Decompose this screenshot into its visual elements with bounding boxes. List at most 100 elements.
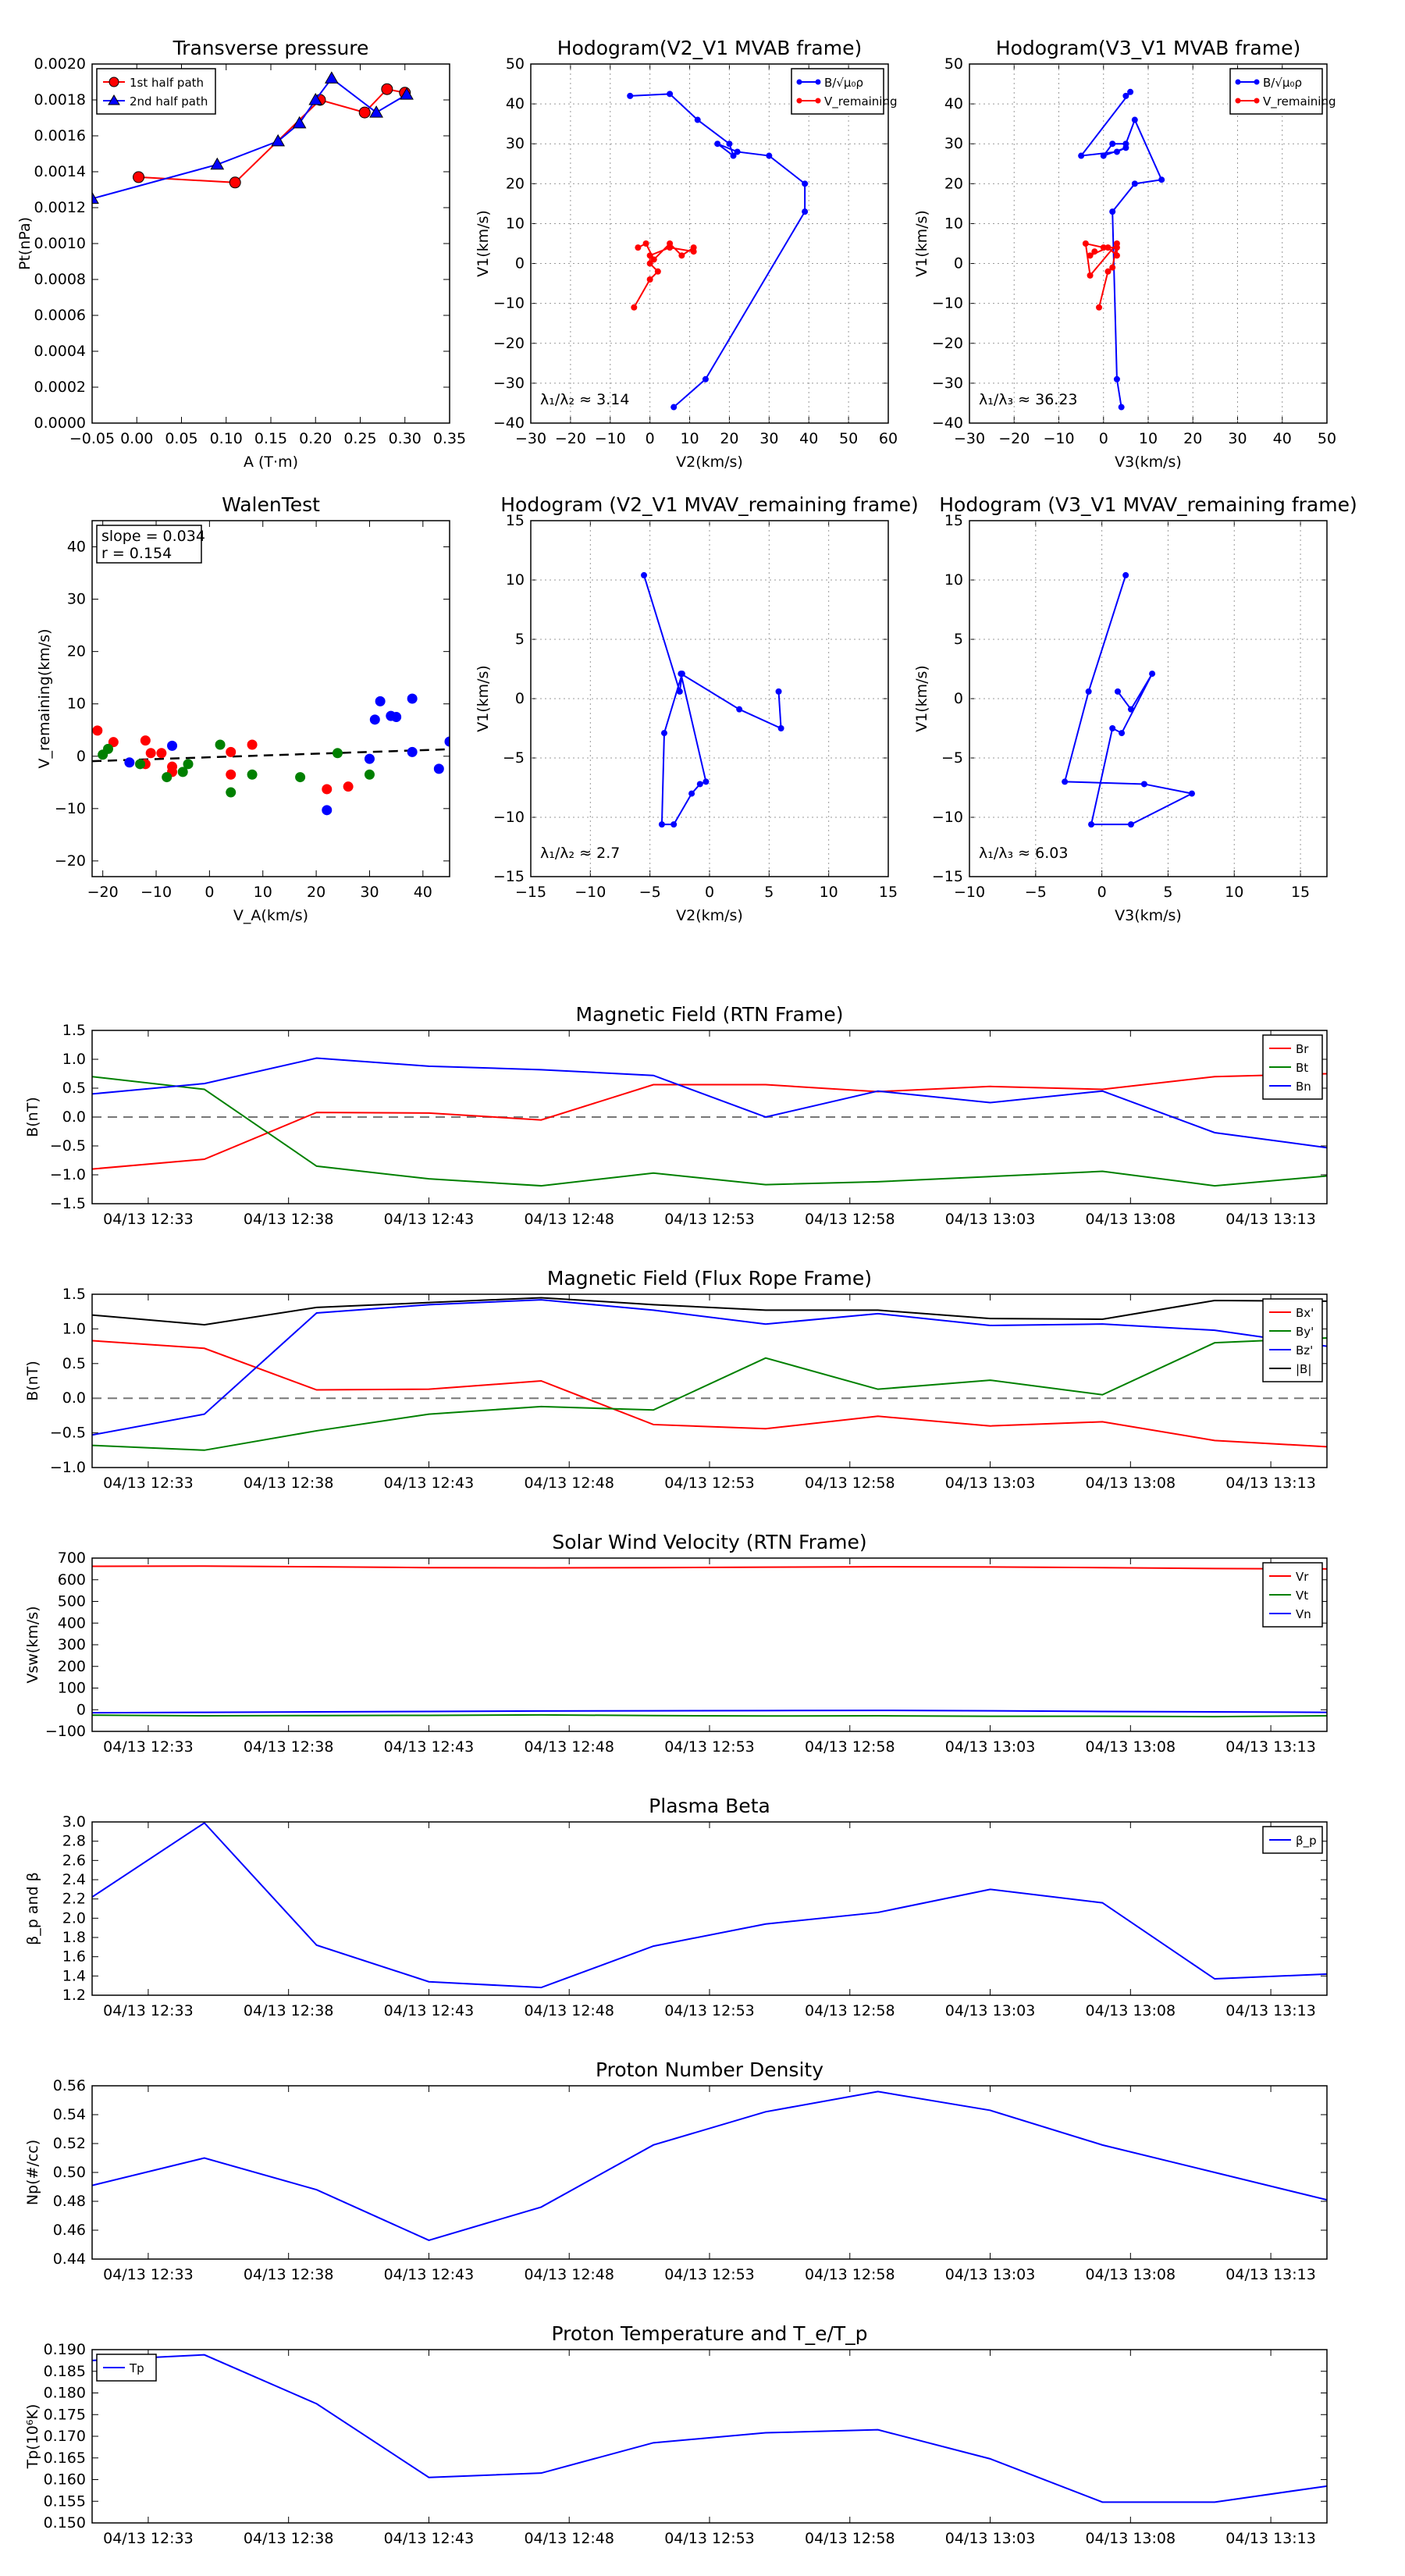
y-tick-label: −100 [45, 1723, 86, 1740]
chart-title: Magnetic Field (RTN Frame) [576, 1003, 844, 1026]
data-point [635, 244, 642, 251]
x-axis-label: V_A(km/s) [233, 907, 308, 924]
y-tick-label: −20 [932, 335, 963, 352]
legend-label: V_remaining [824, 94, 898, 109]
scatter-point [364, 769, 375, 780]
scatter-point [108, 737, 119, 748]
legend-label: Vn [1296, 1607, 1311, 1621]
data-point [1113, 148, 1120, 155]
y-tick-label: −10 [493, 809, 525, 826]
data-point [1119, 730, 1126, 737]
y-axis-label: Vsw(km/s) [24, 1606, 41, 1683]
data-point [676, 688, 683, 695]
y-tick-label: 40 [506, 95, 525, 112]
x-tick-label: 04/13 12:33 [103, 1475, 194, 1492]
scatter-point [156, 748, 167, 759]
x-tick-label: −5 [639, 884, 661, 901]
y-tick-label: 0 [515, 255, 525, 272]
x-tick-label: 0.20 [299, 430, 332, 447]
plot-area [92, 1822, 1327, 1989]
data-point [1109, 264, 1116, 271]
y-tick-label: 0.0002 [34, 379, 86, 396]
data-point [646, 260, 653, 267]
series-line-By' [92, 1336, 1327, 1451]
plot-area [92, 1565, 1327, 1718]
scatter-point [167, 740, 178, 751]
circle-marker [229, 176, 241, 189]
triangle-marker [292, 116, 307, 129]
x-tick-label: 04/13 12:38 [244, 1211, 334, 1228]
y-tick-label: 30 [67, 591, 86, 608]
x-tick-label: 04/13 12:38 [244, 1738, 334, 1756]
x-tick-label: 04/13 12:48 [524, 2266, 614, 2283]
scatter-point [375, 696, 386, 706]
y-tick-label: 100 [58, 1680, 86, 1697]
x-tick-label: 10 [820, 884, 838, 901]
y-tick-label: 1.4 [62, 1967, 86, 1984]
data-point [646, 252, 653, 259]
circle-marker [381, 83, 393, 95]
data-point [1122, 141, 1129, 148]
data-point [642, 240, 649, 247]
data-point [777, 725, 784, 731]
data-point [1158, 176, 1165, 183]
scatter-point [444, 736, 450, 747]
data-point [1109, 141, 1116, 148]
plot-frame [91, 2085, 1328, 2260]
x-tick-label: 50 [839, 430, 858, 447]
scatter-point [167, 761, 178, 772]
scatter-point [226, 769, 237, 780]
x-tick-label: 15 [879, 884, 898, 901]
y-tick-label: 30 [506, 135, 525, 152]
y-axis-label: V1(km/s) [913, 210, 930, 277]
x-tick-label: 04/13 12:43 [384, 1475, 475, 1492]
x-tick-label: 0.15 [254, 430, 287, 447]
legend-marker [1235, 98, 1241, 104]
x-tick-label: 04/13 13:13 [1225, 2266, 1316, 2283]
scatter-point [322, 805, 333, 816]
y-tick-label: −20 [55, 852, 86, 870]
scatter-point [183, 759, 194, 770]
triangle-marker [324, 71, 339, 84]
data-point [627, 92, 634, 99]
x-tick-label: 10 [1225, 884, 1243, 901]
data-point [667, 240, 674, 247]
legend-label: B/√μ₀ρ [824, 76, 863, 90]
y-tick-label: 0.44 [53, 2250, 86, 2268]
x-tick-label: 0 [1097, 884, 1107, 901]
y-tick-label: 5 [515, 631, 525, 648]
x-tick-label: 40 [1273, 430, 1292, 447]
y-tick-label: 15 [944, 512, 963, 529]
x-tick-label: −20 [998, 430, 1030, 447]
annotation-text: λ₁/λ₃ ≈ 36.23 [979, 391, 1078, 408]
annotation-text: r = 0.154 [101, 545, 172, 562]
y-tick-label: 0 [76, 1701, 86, 1718]
chart-b_fr: Magnetic Field (Flux Rope Frame) 04/13 12… [24, 1267, 1328, 1492]
x-tick-label: 30 [360, 884, 379, 901]
x-tick-label: 04/13 13:03 [945, 1475, 1036, 1492]
x-tick-label: 04/13 12:53 [664, 2002, 755, 2019]
x-tick-label: 04/13 13:03 [945, 2002, 1036, 2019]
annotation-text: λ₁/λ₂ ≈ 3.14 [540, 391, 629, 408]
y-tick-label: 20 [67, 643, 86, 660]
series-line-|B| [92, 1297, 1327, 1326]
x-tick-label: 0 [646, 430, 655, 447]
data-point [650, 256, 657, 263]
scatter-point [364, 753, 375, 764]
x-tick-label: 04/13 13:08 [1086, 2266, 1176, 2283]
chart-title: Hodogram (V3_V1 MVAV_remaining frame) [939, 493, 1357, 516]
chart-title: Transverse pressure [173, 37, 369, 59]
y-tick-label: 0.180 [44, 2385, 86, 2402]
y-tick-label: 0.5 [62, 1355, 86, 1372]
data-point [1088, 821, 1095, 828]
scatter-point [343, 781, 354, 792]
data-point [1149, 671, 1156, 678]
series-line-Np [92, 2090, 1327, 2242]
data-point [667, 91, 674, 98]
y-tick-label: 2.8 [62, 1833, 86, 1850]
chart-vsw: Solar Wind Velocity (RTN Frame) 04/13 12:… [24, 1531, 1328, 1756]
x-tick-label: 04/13 12:53 [664, 1738, 755, 1756]
data-point [1091, 248, 1098, 255]
scatter-point [124, 757, 135, 768]
legend-box [96, 68, 216, 115]
